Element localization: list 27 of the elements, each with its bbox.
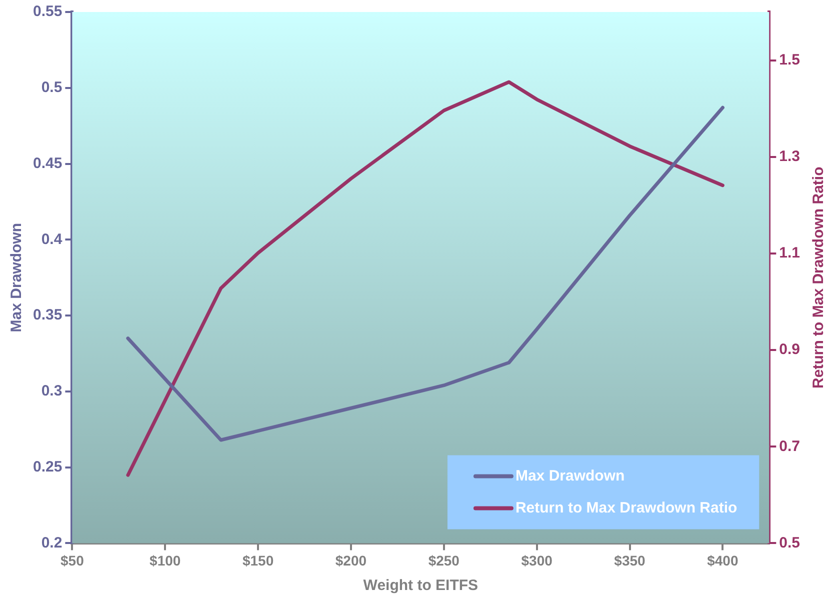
y-axis-title: Max Drawdown — [8, 223, 26, 332]
legend-label: Max Drawdown — [515, 467, 625, 484]
x-tick-label: $350 — [614, 552, 646, 568]
y-tick-label: 0.35 — [32, 306, 62, 324]
y-tick-label: 0.4 — [41, 230, 63, 248]
x-axis-title: Weight to EITFS — [363, 577, 478, 594]
x-tick-label: $50 — [60, 552, 84, 568]
y-tick-label: 0.25 — [32, 458, 62, 476]
y2-tick-label: 0.5 — [779, 534, 800, 552]
y2-tick-label: 1.1 — [779, 244, 800, 262]
y2-axis-title: Return to Max Drawdown Ratio — [810, 166, 828, 388]
y2-tick-label: 0.7 — [779, 438, 800, 455]
legend-label: Return to Max Drawdown Ratio — [515, 499, 738, 516]
y-tick-label: 0.5 — [41, 79, 62, 96]
x-tick-label: $400 — [707, 552, 738, 568]
x-tick-label: $200 — [335, 552, 367, 568]
y-tick-label: 0.55 — [32, 3, 62, 20]
y-tick-label: 0.2 — [41, 534, 62, 552]
y2-tick-label: 1.3 — [779, 148, 800, 166]
x-tick-label: $100 — [150, 552, 181, 568]
x-tick-label: $300 — [521, 552, 553, 568]
y-tick-label: 0.3 — [41, 382, 62, 400]
x-tick-label: $150 — [242, 552, 274, 568]
y2-tick-label: 1.5 — [779, 51, 800, 68]
x-tick-label: $250 — [428, 552, 460, 568]
y-tick-label: 0.45 — [32, 154, 62, 172]
y2-tick-label: 0.9 — [779, 341, 800, 358]
